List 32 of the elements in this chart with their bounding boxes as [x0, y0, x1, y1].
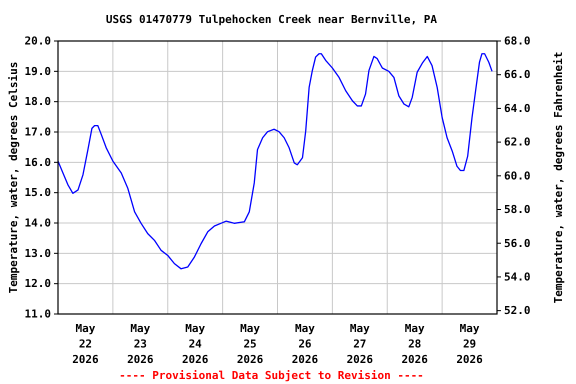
y-tick-label: 19.0 — [24, 64, 51, 78]
y-tick-label: 14.0 — [24, 216, 51, 230]
y2-tick-label: 68.0 — [504, 34, 530, 48]
y2-tick-label: 54.0 — [504, 270, 530, 284]
y2-tick-label: 60.0 — [504, 169, 530, 182]
x-tick-label: May 27 2026 — [346, 322, 374, 366]
x-tick-label: May 23 2026 — [127, 322, 154, 366]
y-tick-label: 12.0 — [24, 277, 51, 290]
x-tick-label: May 24 2026 — [182, 322, 209, 366]
y2-tick-label: 58.0 — [504, 203, 530, 216]
y2-tick-label: 52.0 — [504, 304, 530, 318]
y2-tick-label: 56.0 — [504, 236, 530, 250]
y2-tick-label: 62.0 — [504, 136, 530, 149]
y2-tick-label: 66.0 — [504, 68, 530, 82]
x-tick-label: May 26 2026 — [292, 322, 319, 366]
y2-axis-title: Temperature, water, degrees Fahrenheit — [552, 52, 565, 304]
y-tick-label: 11.0 — [24, 308, 51, 321]
y-tick-label: 18.0 — [24, 95, 51, 108]
y-tick-label: 16.0 — [24, 156, 51, 169]
text: ---- Provisional Data Subject to Revision ---- — [119, 369, 424, 382]
y-tick-label: 20.0 — [24, 34, 51, 48]
y-tick-label: 13.0 — [24, 246, 51, 260]
y-tick-label: 15.0 — [24, 186, 51, 200]
y-tick-label: 17.0 — [24, 126, 51, 139]
y-axis-title: Temperature, water, degrees Celsius — [7, 62, 20, 294]
line-series — [57, 53, 493, 270]
x-tick-label: May 28 2026 — [401, 322, 428, 366]
y2-tick-label: 64.0 — [504, 102, 530, 115]
x-tick-label: May 25 2026 — [236, 322, 264, 366]
chart-title: USGS 01470779 Tulpehocken Creek near Bernville, PA — [106, 13, 438, 26]
x-tick-label: May 22 2026 — [72, 322, 100, 366]
x-tick-label: May 29 2026 — [456, 322, 484, 366]
